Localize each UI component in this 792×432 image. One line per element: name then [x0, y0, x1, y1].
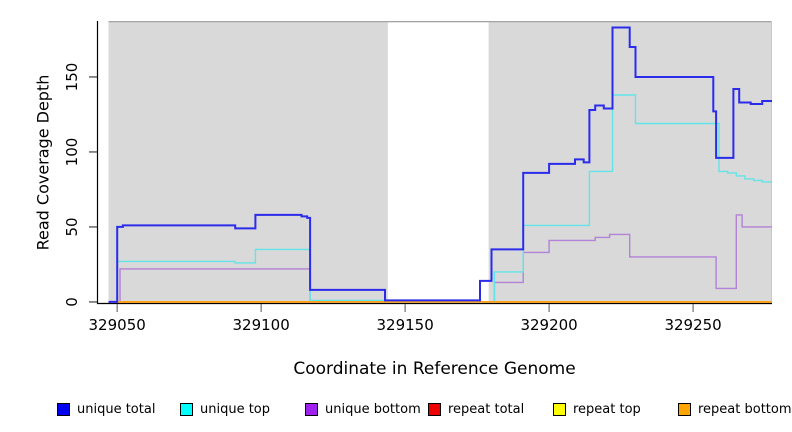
y-tick-label: 150: [63, 62, 81, 92]
legend-label: unique total: [77, 401, 156, 417]
legend-item-repeat-total: repeat total: [428, 400, 524, 418]
x-tick-label: 329050: [88, 316, 146, 334]
y-axis-title: Read Coverage Depth: [33, 74, 53, 251]
legend-item-repeat-top: repeat top: [553, 400, 641, 418]
series-unique-top: [108, 94, 772, 303]
legend-label: repeat top: [573, 401, 641, 417]
x-tick-label: 329250: [664, 316, 722, 334]
legend-item-unique-top: unique top: [180, 400, 270, 418]
legend-swatch-repeat-top: [553, 402, 566, 416]
y-tick-label: 100: [63, 137, 81, 167]
y-tick-label: 0: [63, 297, 81, 307]
legend-label: unique bottom: [325, 401, 421, 417]
series-unique-total: [108, 26, 772, 303]
legend-item-repeat-bottom: repeat bottom: [678, 400, 792, 418]
legend-swatch-repeat-bottom: [678, 402, 691, 416]
x-tick-label: 329100: [232, 316, 290, 334]
y-tick-label: 50: [63, 217, 81, 237]
legend-label: repeat total: [448, 401, 525, 417]
x-axis-title: Coordinate in Reference Genome: [293, 359, 576, 379]
legend-swatch-repeat-total: [428, 402, 441, 416]
x-tick-label: 329200: [520, 316, 578, 334]
legend-label: repeat bottom: [698, 401, 792, 417]
legend-swatch-unique-top: [180, 402, 193, 416]
legend-item-unique-bottom: unique bottom: [305, 400, 421, 418]
legend-swatch-unique-total: [57, 402, 70, 416]
legend-item-unique-total: unique total: [57, 400, 155, 418]
legend-label: unique top: [200, 401, 271, 417]
legend: unique total unique top unique bottom re…: [0, 400, 792, 422]
legend-swatch-unique-bottom: [305, 402, 318, 416]
x-tick-label: 329150: [376, 316, 434, 334]
